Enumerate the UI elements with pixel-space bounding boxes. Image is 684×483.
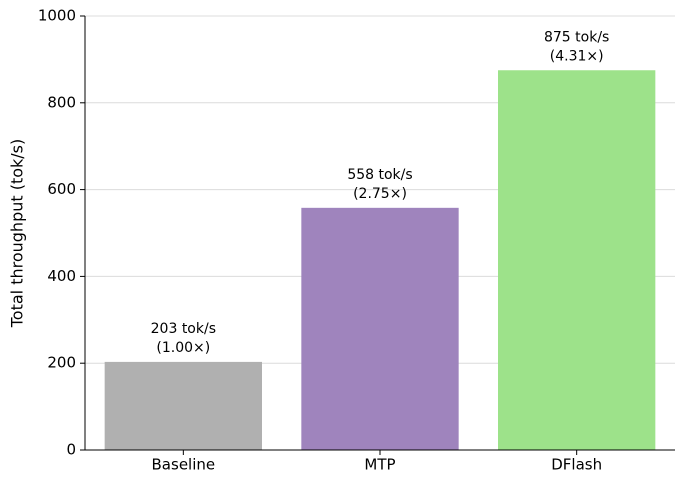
- x-tick-label: Baseline: [152, 456, 216, 474]
- value-label: 558 tok/s: [347, 167, 412, 183]
- y-tick-label: 0: [66, 441, 76, 459]
- y-tick-label: 800: [47, 93, 76, 111]
- x-tick-label: DFlash: [551, 456, 602, 474]
- value-label: 203 tok/s: [151, 321, 216, 337]
- value-label: (4.31×): [550, 48, 604, 64]
- value-label: 875 tok/s: [544, 29, 609, 45]
- value-label: (2.75×): [353, 186, 407, 202]
- value-label: (1.00×): [156, 340, 210, 356]
- bar: [301, 207, 459, 450]
- x-tick-label: MTP: [364, 456, 395, 474]
- y-axis-label: Total throughput (tok/s): [8, 139, 27, 329]
- y-tick-label: 200: [47, 354, 76, 372]
- y-tick-label: 600: [47, 180, 76, 198]
- bar: [498, 70, 656, 450]
- y-tick-label: 1000: [38, 7, 76, 25]
- bar: [104, 361, 263, 450]
- y-tick-label: 400: [47, 267, 76, 285]
